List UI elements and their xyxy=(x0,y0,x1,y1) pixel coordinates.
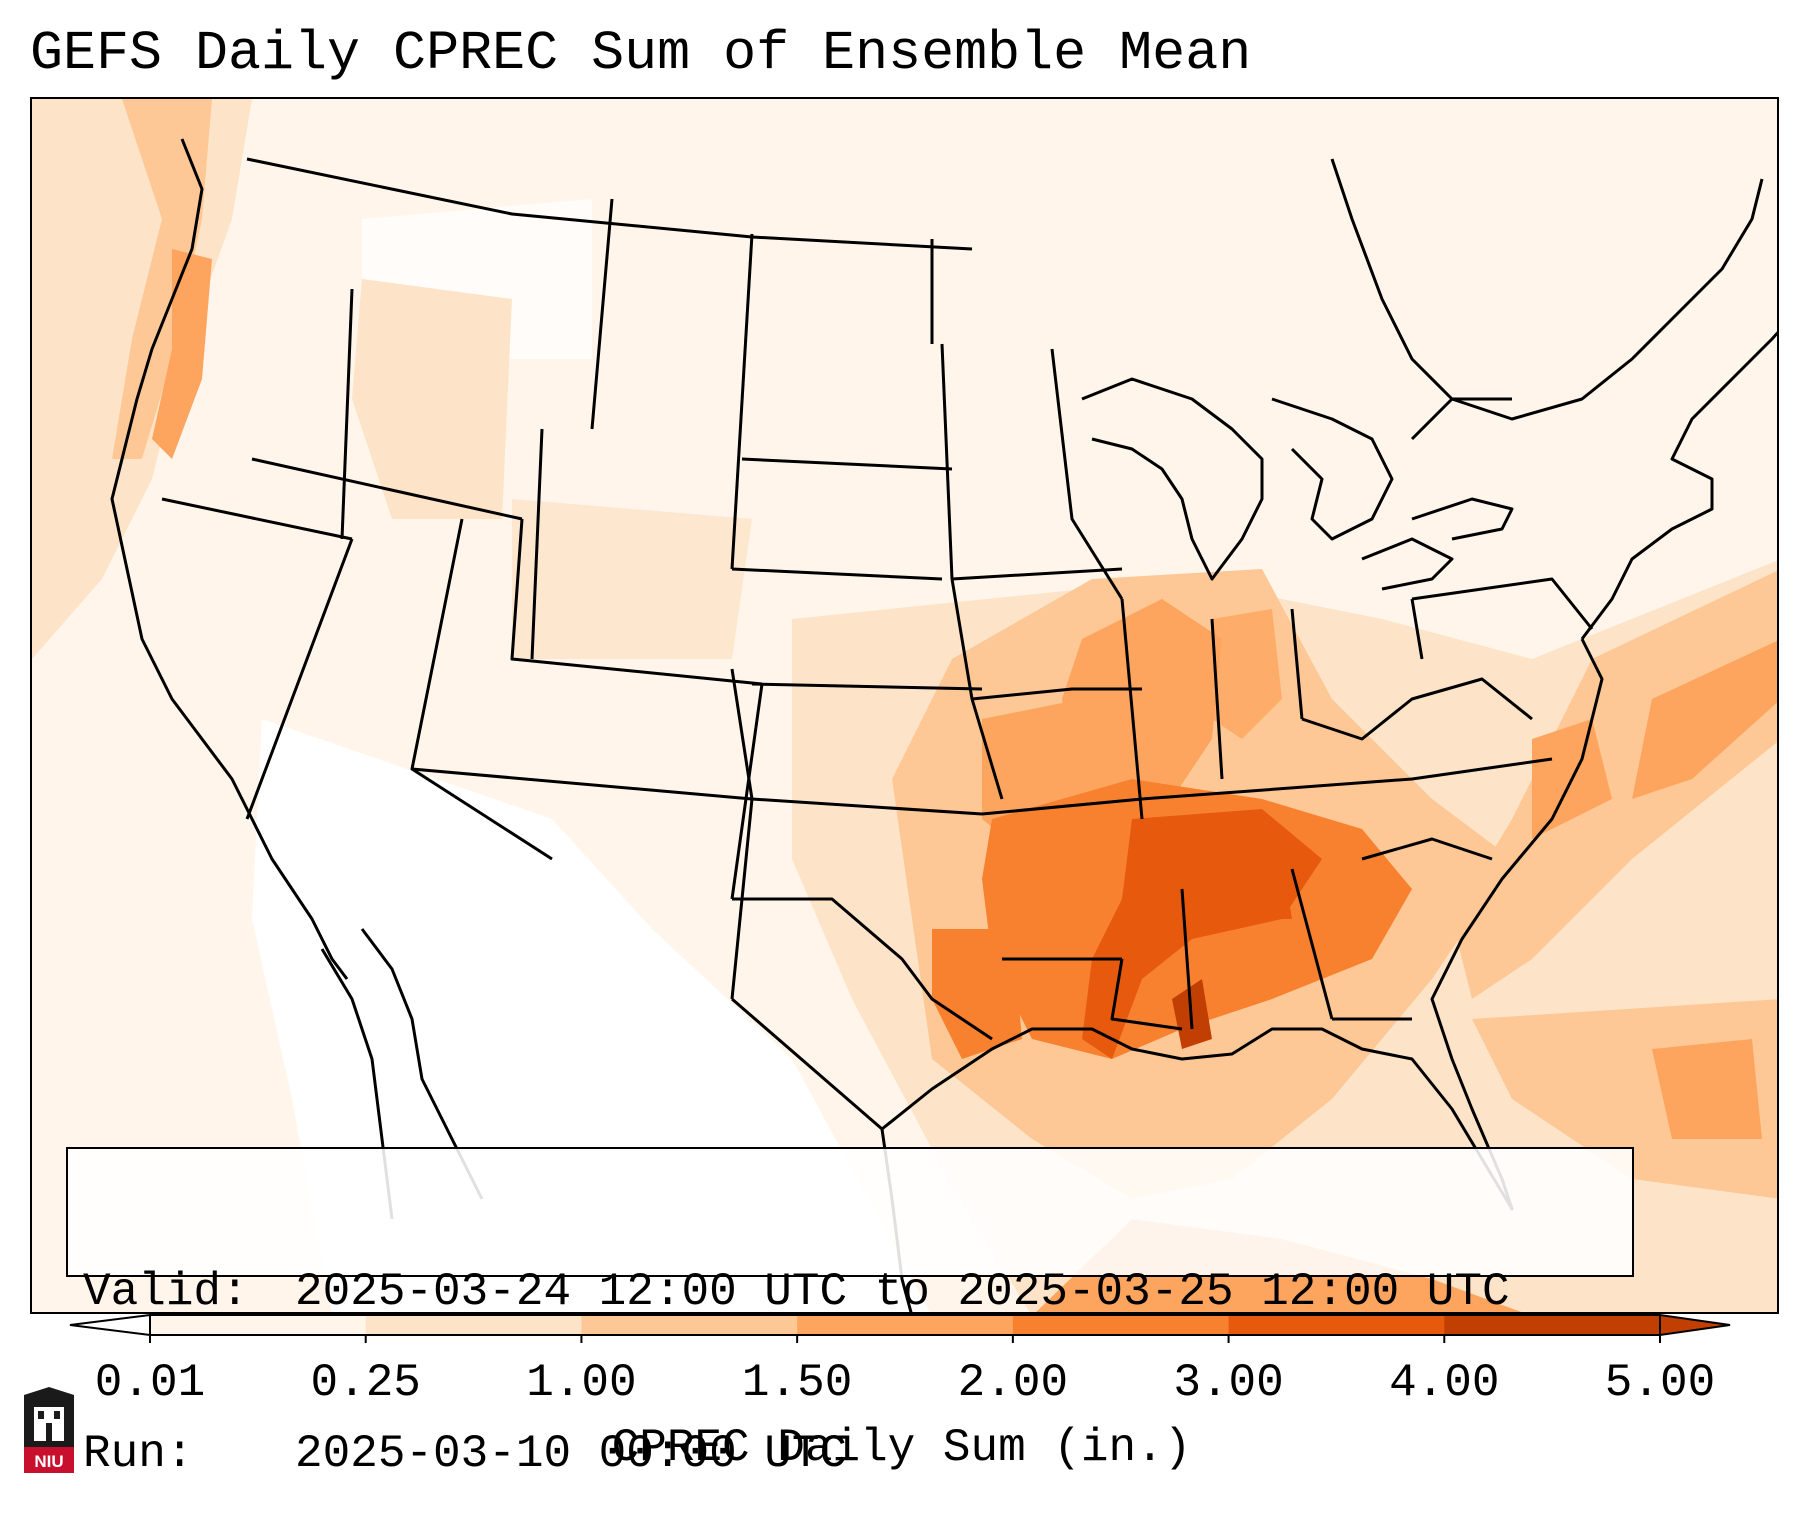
chart-title: GEFS Daily CPREC Sum of Ensemble Mean xyxy=(30,22,1252,85)
colorbar-segment xyxy=(365,1315,582,1335)
colorbar-label: CPREC Daily Sum (in.) xyxy=(611,1422,1192,1474)
validity-info-box: Valid: 2025-03-24 12:00 UTC to 2025-03-25… xyxy=(66,1147,1634,1480)
valid-value: 2025-03-24 12:00 UTC to 2025-03-25 12:00… xyxy=(295,1266,1510,1318)
colorbar-tick-label: 0.25 xyxy=(310,1357,421,1409)
valid-row: Valid: 2025-03-24 12:00 UTC to 2025-03-25… xyxy=(83,1265,1617,1319)
run-value: 2025-03-10 00:00 UTC xyxy=(295,1428,848,1480)
svg-text:NIU: NIU xyxy=(34,1452,63,1471)
colorbar-outline xyxy=(149,1314,1661,1336)
precip-map-svg xyxy=(32,99,1777,1312)
niu-logo: NIU xyxy=(24,1387,74,1473)
colorbar-segment xyxy=(797,1315,1014,1335)
colorbar-tick-label: 1.50 xyxy=(741,1357,853,1409)
precip-map xyxy=(30,97,1779,1314)
colorbar-segment xyxy=(581,1315,798,1335)
colorbar-extend-max xyxy=(1659,1313,1731,1337)
colorbar-tick-label: 4.00 xyxy=(1389,1357,1500,1409)
colorbar-segment xyxy=(1444,1315,1661,1335)
run-row: Run: 2025-03-10 00:00 UTC xyxy=(83,1427,1617,1481)
colorbar-tick-label: 0.01 xyxy=(94,1357,206,1409)
colorbar-segment xyxy=(1012,1315,1230,1335)
colorbar xyxy=(69,1313,1731,1343)
colorbar-tick-label: 3.00 xyxy=(1173,1357,1284,1409)
run-label: Run: xyxy=(83,1428,194,1480)
colorbar-segment xyxy=(1228,1315,1445,1335)
colorbar-tick-label: 1.00 xyxy=(526,1357,637,1409)
colorbar-extend-min xyxy=(69,1313,151,1337)
valid-label: Valid: xyxy=(83,1266,249,1318)
colorbar-tick-label: 2.00 xyxy=(957,1357,1069,1409)
colorbar-segment xyxy=(150,1315,367,1335)
colorbar-tick-label: 5.00 xyxy=(1604,1357,1716,1409)
